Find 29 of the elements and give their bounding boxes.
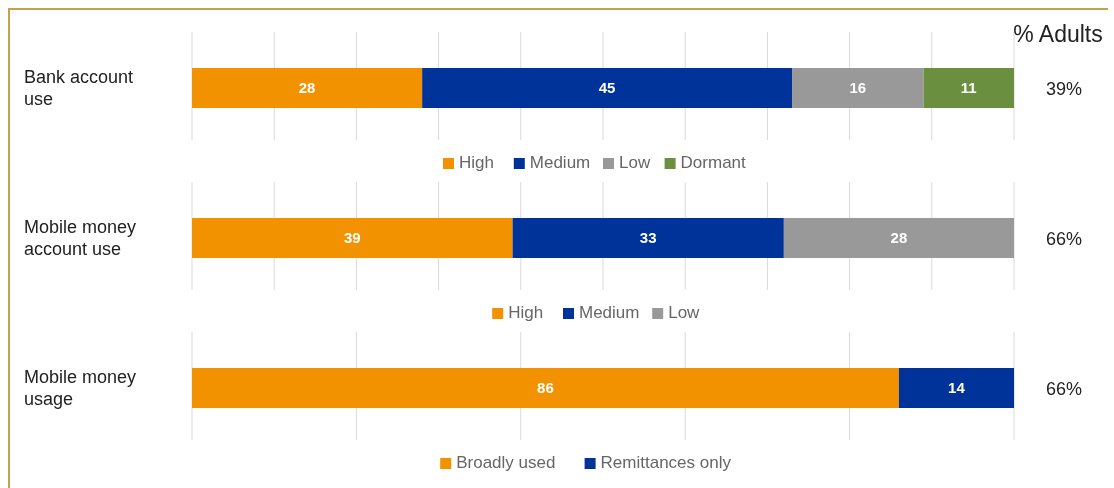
legend-label: Dormant [680,153,747,172]
data-label: 86 [537,379,554,396]
legend-label: Medium [529,153,591,172]
data-label: 39 [343,229,361,246]
bar [923,68,1014,108]
bar [422,68,793,108]
legend-label: Broadly used [456,453,556,472]
y-tick-label: Mobile money account use [24,217,137,259]
data-label: 16 [849,79,867,96]
y-tick-label: Mobile money usage [24,367,137,409]
bar [792,68,924,108]
legend-label: Low [619,153,651,172]
legend-label: Low [668,303,701,322]
data-label: 28 [298,79,316,96]
y-tick-label: Bank account use [24,67,134,109]
annotation: % Adults [1013,21,1103,47]
legend-label: High [508,303,544,322]
bar [192,68,423,108]
legend-label: High [459,153,494,172]
data-label: 11 [960,79,977,96]
text: 66% [1045,379,1083,399]
text: 39% [1045,79,1083,99]
text: 66% [1045,229,1083,249]
data-label: 45 [598,79,616,96]
data-label: 33 [639,229,657,246]
legend-label: Medium [579,303,640,322]
data-label: 14 [948,379,966,396]
legend-label: Remittances only [600,453,732,472]
data-label: 28 [890,229,908,246]
